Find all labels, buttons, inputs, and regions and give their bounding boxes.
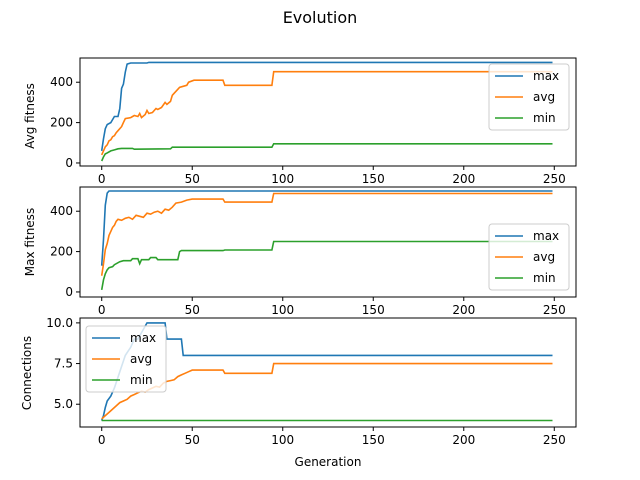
legend: max avg min: [488, 223, 570, 291]
x-tick-label: 100: [271, 172, 294, 186]
y-tick-label: 5.0: [54, 397, 73, 411]
x-tick-label: 0: [98, 172, 106, 186]
y-tick-label: 200: [50, 116, 73, 130]
legend-label-min: min: [533, 111, 556, 125]
x-tick-label: 100: [271, 433, 294, 447]
legend-label-min: min: [130, 373, 153, 387]
y-tick-label: 7.5: [54, 357, 73, 371]
y-tick-label: 0: [65, 156, 73, 170]
series-line-min: [100, 240, 553, 291]
series-line-avg: [100, 192, 553, 276]
x-tick-label: 200: [452, 172, 475, 186]
xlabel-generation: Generation: [295, 455, 362, 469]
legend-label-max: max: [130, 331, 156, 345]
panel-max-fitness: Max fitness 0 50 100 150 200 250 0 200 400 max avg…: [23, 186, 577, 317]
legend: max avg min: [488, 63, 570, 131]
x-tick-label: 100: [271, 303, 294, 317]
axes-frame: [79, 57, 577, 167]
y-tick-label: 400: [50, 204, 73, 218]
legend-label-avg: avg: [533, 250, 555, 264]
axes-frame: [79, 186, 577, 298]
series-line-max: [100, 322, 553, 421]
panel-connections: Connections Generation 0 50 100 150 200 250 5.…: [20, 316, 577, 469]
series-line-max: [100, 190, 553, 266]
legend-label-min: min: [533, 271, 556, 285]
x-tick-label: 50: [185, 172, 200, 186]
x-tick-label: 150: [362, 303, 385, 317]
series-line-avg: [101, 362, 553, 420]
ylabel-connections: Connections: [20, 336, 34, 410]
series-line-max: [100, 61, 553, 152]
axes-frame: [79, 317, 577, 428]
ylabel-max-fitness: Max fitness: [23, 208, 37, 276]
x-tick-label: 200: [452, 433, 475, 447]
x-tick-label: 0: [98, 303, 106, 317]
legend-box: [488, 63, 570, 131]
x-tick-label: 250: [543, 303, 566, 317]
legend-label-avg: avg: [130, 352, 152, 366]
y-tick-label: 200: [50, 245, 73, 259]
x-tick-label: 250: [543, 172, 566, 186]
x-tick-label: 150: [362, 433, 385, 447]
x-tick-label: 150: [362, 172, 385, 186]
series-line-min: [100, 143, 553, 162]
y-tick-label: 0: [65, 285, 73, 299]
x-tick-label: 250: [543, 433, 566, 447]
legend-box: [85, 325, 167, 393]
y-tick-label: 400: [50, 75, 73, 89]
x-tick-label: 200: [452, 303, 475, 317]
x-tick-label: 0: [98, 433, 106, 447]
x-tick-label: 50: [185, 433, 200, 447]
x-tick-label: 50: [185, 303, 200, 317]
legend: max avg min: [85, 325, 167, 393]
legend-label-avg: avg: [533, 90, 555, 104]
figure-title: Evolution: [283, 8, 358, 27]
legend-box: [488, 223, 570, 291]
series-line-avg: [100, 70, 553, 156]
ylabel-avg-fitness: Avg fitness: [23, 83, 37, 149]
legend-label-max: max: [533, 229, 559, 243]
y-tick-label: 10.0: [46, 316, 73, 330]
legend-label-max: max: [533, 69, 559, 83]
panel-avg-fitness: Avg fitness 0 50 100 150 200 250 0 200 400 max avg…: [23, 57, 577, 186]
